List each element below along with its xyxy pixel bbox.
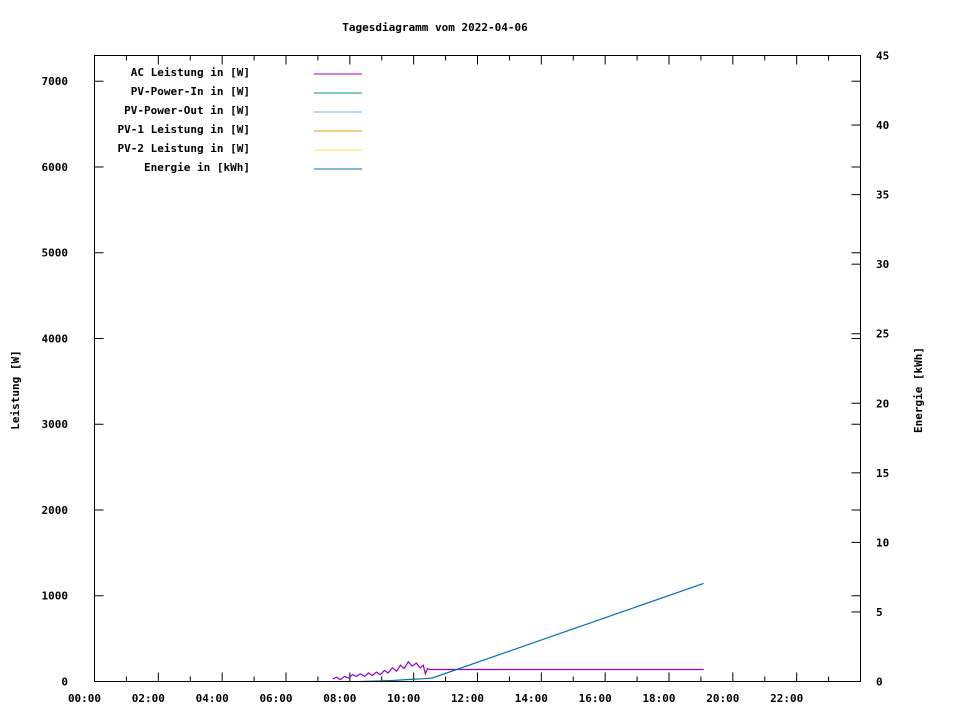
- plot-border: [94, 55, 861, 682]
- legend-label: PV-2 Leistung in [W]: [118, 142, 250, 155]
- legend-label: Energie in [kWh]: [144, 161, 250, 174]
- y2-tick-label: 0: [876, 676, 883, 689]
- y-axis-label: Leistung [W]: [9, 350, 22, 429]
- y2-tick-label: 25: [876, 328, 889, 341]
- y-tick-label: 7000: [42, 75, 69, 88]
- y-tick-label: 0: [61, 676, 68, 689]
- legend: AC Leistung in [W] PV-Power-In in [W] PV-P…: [118, 66, 362, 174]
- x-tick-label: 06:00: [259, 692, 292, 705]
- plot-area: [332, 582, 704, 683]
- x-tick-label: 04:00: [196, 692, 229, 705]
- y-tick-label: 4000: [42, 332, 69, 345]
- x-tick-label: 20:00: [706, 692, 739, 705]
- legend-label: AC Leistung in [W]: [131, 66, 250, 79]
- x-tick-label: 16:00: [579, 692, 612, 705]
- y2-tick-label: 45: [876, 50, 889, 63]
- series-line-energie-in-kwh: [360, 582, 704, 683]
- legend-label: PV-Power-Out in [W]: [124, 104, 250, 117]
- y2-tick-label: 15: [876, 467, 889, 480]
- x-tick-label: 10:00: [387, 692, 420, 705]
- y-tick-label: 1000: [42, 590, 69, 603]
- y2-tick-label: 40: [876, 119, 889, 132]
- x-tick-label: 22:00: [770, 692, 803, 705]
- legend-label: PV-Power-In in [W]: [131, 85, 250, 98]
- x-tick-label: 18:00: [642, 692, 675, 705]
- chart-title: Tagesdiagramm vom 2022-04-06: [342, 21, 528, 34]
- y-tick-label: 3000: [42, 418, 69, 431]
- y-tick-label: 2000: [42, 504, 69, 517]
- x-tick-label: 00:00: [68, 692, 101, 705]
- y2-tick-label: 10: [876, 536, 889, 549]
- y-tick-label: 6000: [42, 161, 69, 174]
- y2-tick-label: 35: [876, 189, 889, 202]
- y2-tick-label: 5: [876, 606, 883, 619]
- y-tick-label: 5000: [42, 247, 69, 260]
- x-tick-label: 14:00: [515, 692, 548, 705]
- y2-tick-label: 30: [876, 258, 889, 271]
- axes: 00:00 02:00 04:00 06:00 08:00 10:00 12:00 14:00…: [42, 50, 890, 706]
- y2-tick-label: 20: [876, 397, 889, 410]
- y2-axis-label: Energie [kWh]: [912, 347, 925, 433]
- x-tick-label: 02:00: [132, 692, 165, 705]
- x-tick-label: 12:00: [451, 692, 484, 705]
- series-line-ac-leistung-in-w: [332, 660, 704, 681]
- legend-label: PV-1 Leistung in [W]: [118, 123, 250, 136]
- x-tick-label: 08:00: [323, 692, 356, 705]
